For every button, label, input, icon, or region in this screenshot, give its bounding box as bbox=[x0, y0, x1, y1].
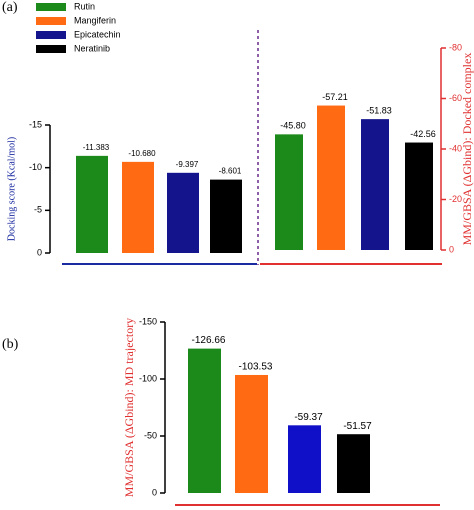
value-label: -51.57 bbox=[343, 421, 372, 432]
panel-label: (a) bbox=[2, 0, 18, 15]
y-tick-label: 0 bbox=[37, 247, 42, 257]
bar bbox=[317, 105, 345, 251]
y-tick-label: -10 bbox=[29, 162, 42, 172]
bar bbox=[167, 172, 199, 253]
y-tick-label: 0 bbox=[152, 487, 157, 497]
bar bbox=[361, 119, 389, 251]
legend-swatch bbox=[36, 45, 66, 53]
y-tick-label: -15 bbox=[29, 119, 42, 129]
legend-swatch bbox=[36, 31, 66, 39]
bar bbox=[122, 161, 154, 253]
y-tick-label: -60 bbox=[449, 93, 462, 103]
y-axis-label: MM/GBSA (ΔGbind): Docked complex bbox=[460, 53, 474, 246]
y-tick-label: -80 bbox=[449, 42, 462, 52]
value-label: -8.601 bbox=[219, 167, 242, 176]
bar bbox=[275, 134, 303, 250]
legend-label: Mangiferin bbox=[74, 15, 116, 25]
bar bbox=[210, 179, 242, 253]
y-axis-label: MM/GBSA (ΔGbind): MD trajectory bbox=[122, 318, 136, 497]
y-tick-label: -5 bbox=[34, 205, 42, 215]
value-label: -59.37 bbox=[294, 412, 323, 423]
value-label: -126.66 bbox=[192, 335, 226, 346]
bar bbox=[405, 142, 433, 250]
bar bbox=[337, 434, 370, 493]
y-axis-label: Docking score (Kcal/mol) bbox=[6, 137, 17, 241]
value-label: -51.83 bbox=[366, 106, 392, 116]
value-label: -11.383 bbox=[83, 143, 110, 152]
value-label: -57.21 bbox=[322, 92, 348, 102]
legend-label: Neratinib bbox=[74, 43, 110, 53]
y-tick-label: 0 bbox=[449, 244, 454, 254]
bar bbox=[76, 155, 108, 253]
bar bbox=[188, 348, 221, 493]
value-label: -45.80 bbox=[280, 121, 306, 131]
y-tick-label: -20 bbox=[449, 194, 462, 204]
value-label: -9.397 bbox=[176, 160, 199, 169]
y-tick-label: -50 bbox=[144, 430, 157, 440]
value-label: -103.53 bbox=[239, 362, 273, 373]
y-tick-label: -40 bbox=[449, 143, 462, 153]
y-tick-label: -100 bbox=[139, 373, 157, 383]
bar bbox=[235, 374, 268, 493]
bar bbox=[288, 425, 321, 493]
legend-label: Epicatechin bbox=[74, 29, 121, 39]
value-label: -10.680 bbox=[128, 149, 156, 158]
legend-swatch bbox=[36, 17, 66, 25]
value-label: -42.56 bbox=[410, 129, 436, 139]
panel-label: (b) bbox=[2, 337, 19, 352]
y-tick-label: -150 bbox=[139, 316, 157, 326]
legend-swatch bbox=[36, 3, 66, 11]
legend-label: Rutin bbox=[74, 1, 95, 11]
